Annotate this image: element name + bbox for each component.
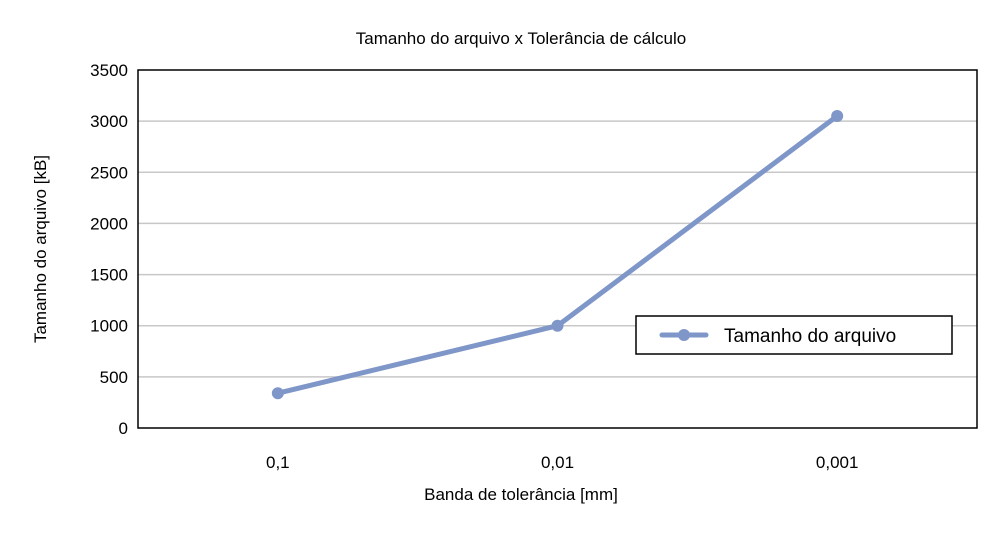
data-point xyxy=(831,110,844,123)
x-tick-label: 0,001 xyxy=(816,453,859,472)
y-tick-label: 2000 xyxy=(90,214,128,233)
chart-title: Tamanho do arquivo x Tolerância de cálcu… xyxy=(356,29,686,48)
y-tick-label: 3500 xyxy=(90,61,128,80)
data-point xyxy=(271,387,284,400)
y-tick-labels: 0 500 1000 1500 2000 2500 3000 3500 xyxy=(90,61,128,438)
legend-box xyxy=(635,315,953,355)
y-axis-label: Tamanho do arquivo [kB] xyxy=(31,155,50,343)
plot-area-frame xyxy=(137,69,978,429)
data-point xyxy=(551,319,564,332)
y-tick-label: 2500 xyxy=(90,163,128,182)
x-tick-label: 0,1 xyxy=(266,453,290,472)
legend: Tamanho do arquivo xyxy=(635,315,953,355)
x-tick-label: 0,01 xyxy=(541,453,574,472)
y-tick-label: 3000 xyxy=(90,112,128,131)
y-tick-label: 0 xyxy=(119,419,128,438)
x-tick-labels: 0,1 0,01 0,001 xyxy=(266,453,858,472)
legend-marker xyxy=(678,329,690,341)
x-axis-label: Banda de tolerância [mm] xyxy=(424,485,618,504)
axes xyxy=(137,69,978,429)
series-lines xyxy=(271,110,844,400)
y-tick-label: 1500 xyxy=(90,266,128,285)
gridlines xyxy=(138,120,977,378)
y-tick-label: 500 xyxy=(100,368,128,387)
y-tick-label: 1000 xyxy=(90,317,128,336)
legend-label: Tamanho do arquivo xyxy=(724,326,896,347)
